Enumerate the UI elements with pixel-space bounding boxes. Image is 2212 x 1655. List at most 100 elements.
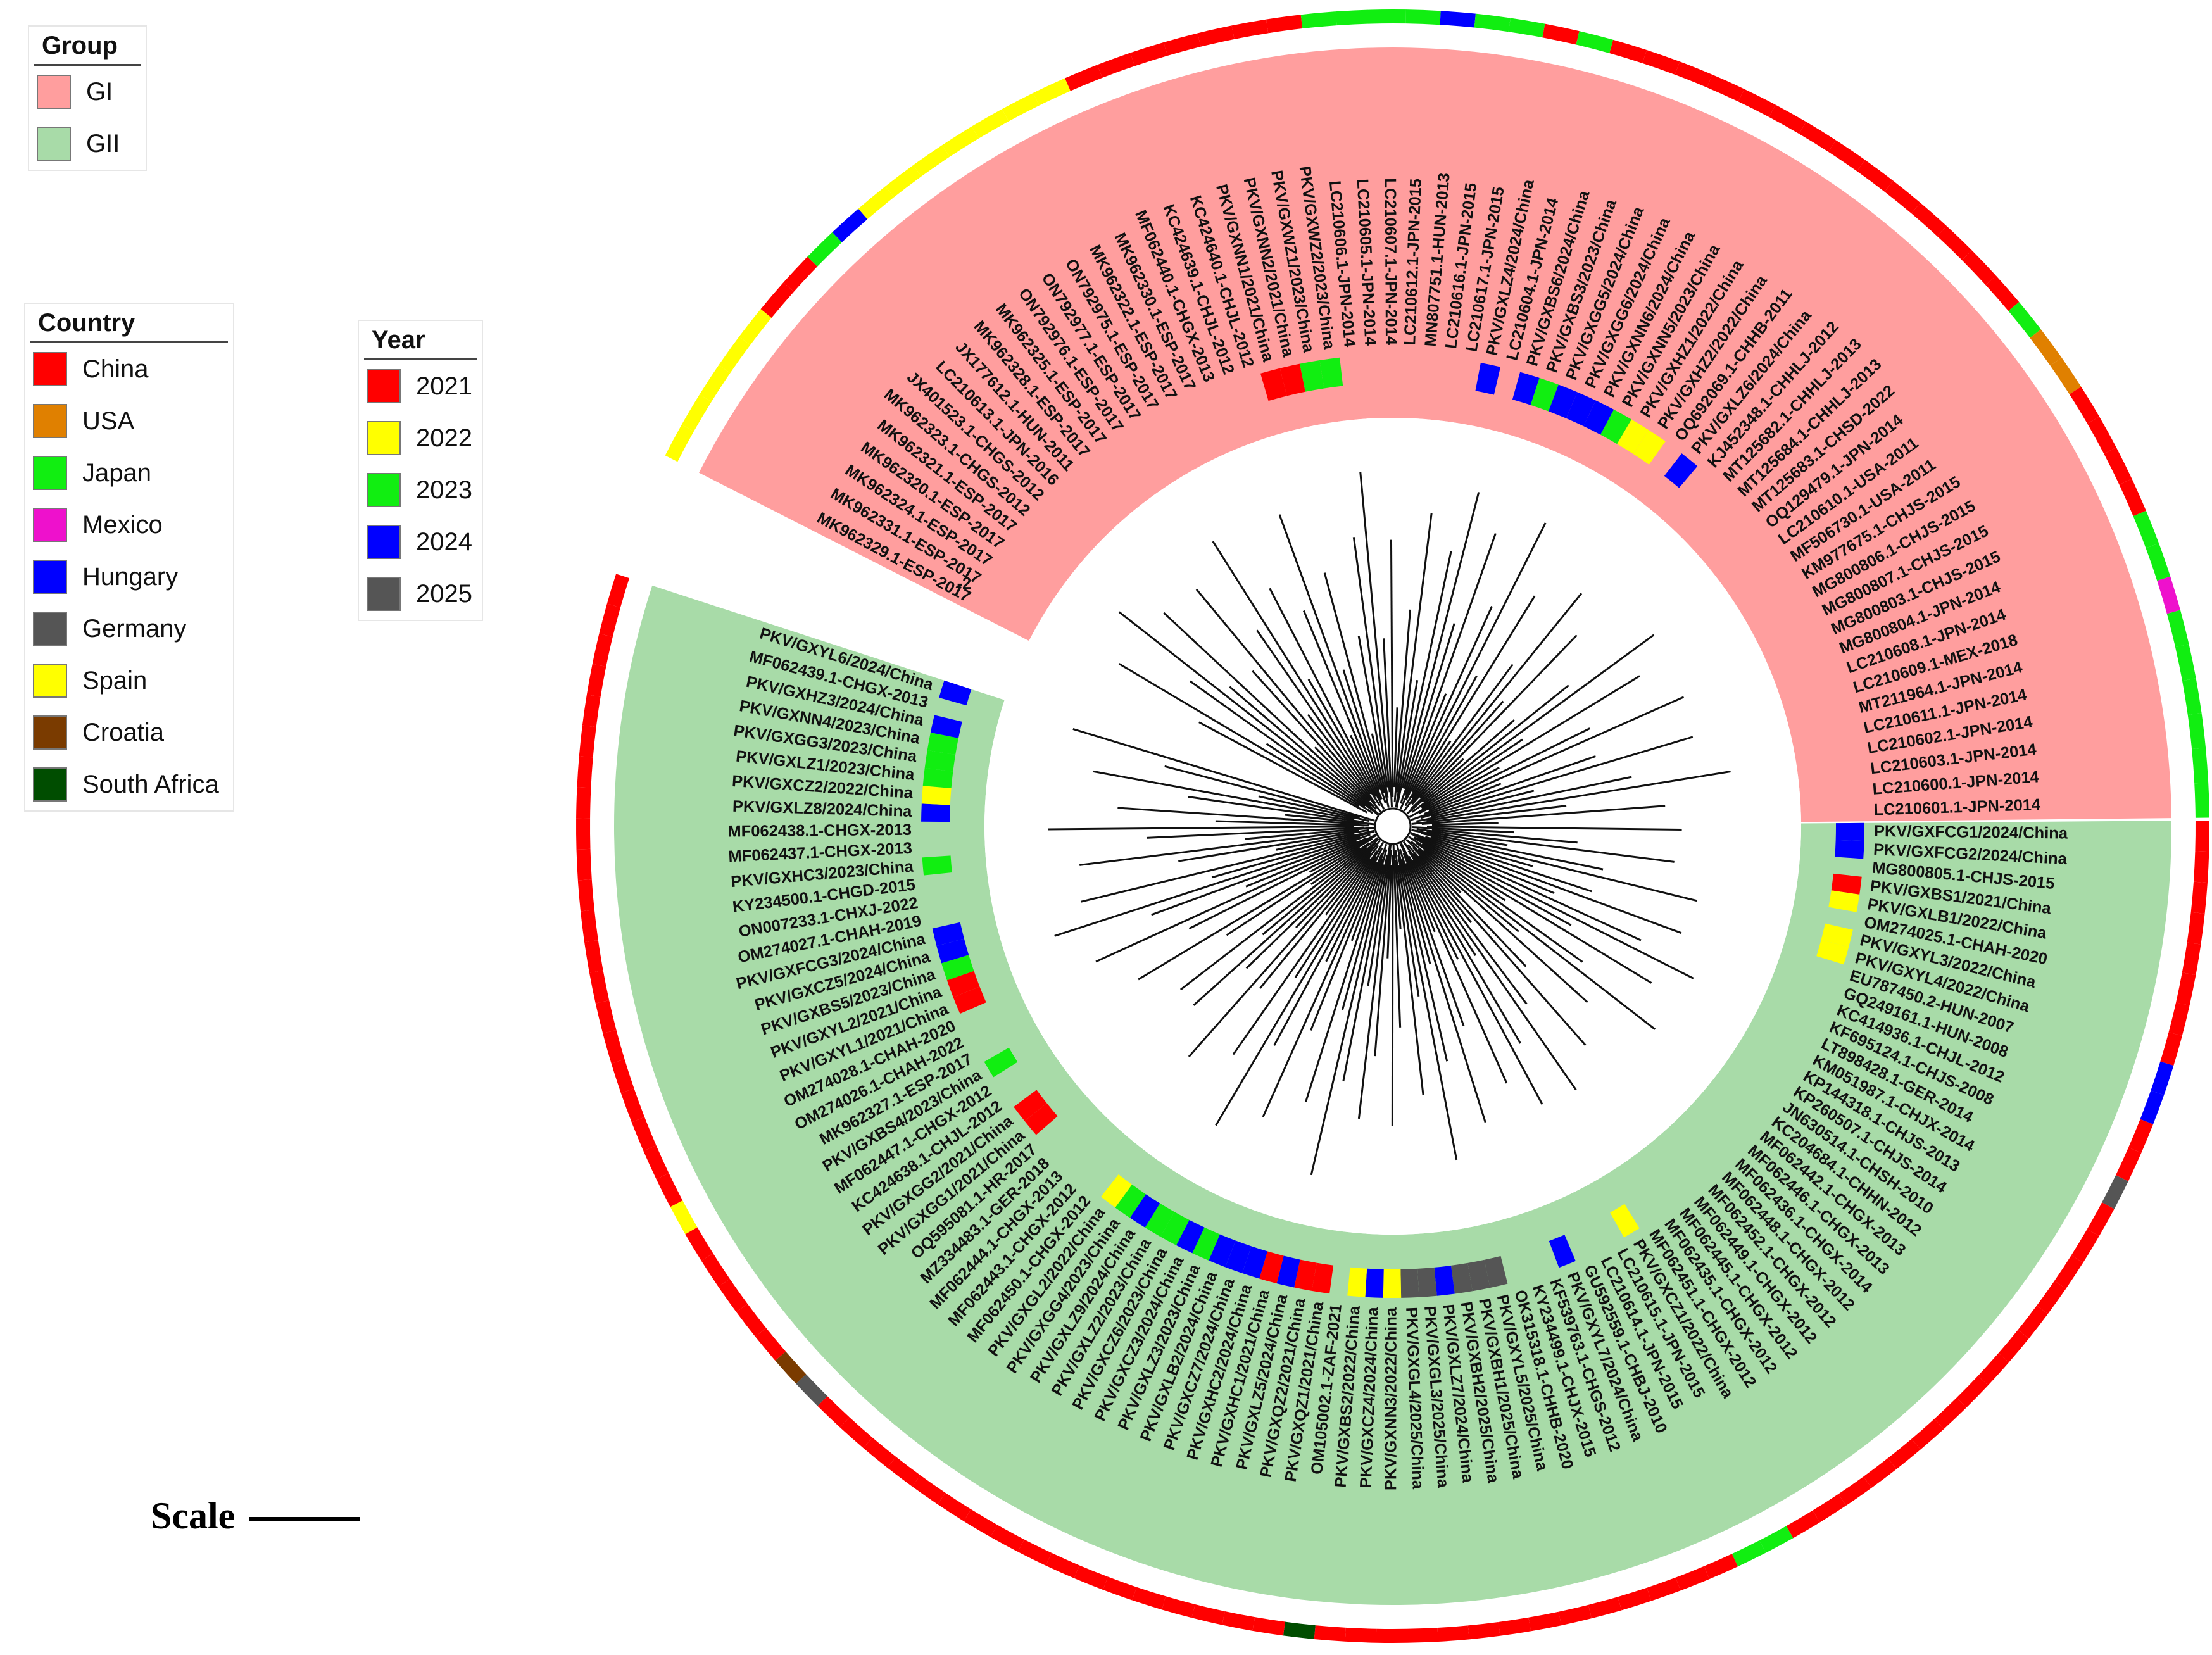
country-cell: [681, 394, 712, 432]
country-cell: [887, 1457, 921, 1487]
branch: [1405, 838, 1462, 893]
country-cell: [2193, 851, 2209, 883]
year-cell: [1225, 1240, 1252, 1274]
country-cell: [718, 1279, 748, 1312]
group-legend-title: Group: [34, 27, 141, 66]
branch: [1419, 634, 1578, 799]
year-cell: [1816, 940, 1849, 965]
hungary-swatch: [33, 560, 67, 594]
branch: [1374, 850, 1392, 1057]
branch: [1118, 611, 1379, 815]
branch: [1391, 855, 1394, 1126]
branch: [1258, 795, 1370, 822]
country-cell: [2087, 417, 2116, 454]
country-cell: [1314, 1625, 1346, 1642]
year-cell: [1312, 1262, 1334, 1294]
legend-label: 2021: [416, 372, 472, 400]
gii-swatch: [37, 127, 71, 161]
branch: [1407, 850, 1476, 956]
branch: [1048, 826, 1354, 831]
country-cell: [606, 574, 630, 608]
branch: [1411, 829, 1604, 871]
country-annotation-ring: [576, 9, 2209, 1643]
branch: [1411, 805, 1567, 825]
country-cell: [2140, 1090, 2165, 1124]
country-cell: [1162, 1596, 1195, 1618]
country-cell: [1097, 53, 1135, 78]
china-swatch: [33, 352, 67, 386]
branch: [1420, 736, 1694, 819]
legend-item-2021: 2021: [359, 360, 482, 412]
country-cell: [2190, 881, 2208, 914]
year-2022-swatch: [367, 421, 401, 455]
year-cell: [1319, 357, 1343, 389]
branch: [1396, 844, 1448, 1062]
country-cell: [2018, 1306, 2048, 1339]
branch: [1406, 719, 1515, 815]
branch: [1397, 854, 1458, 1161]
country-cell: [1252, 1617, 1285, 1636]
branch: [1421, 738, 1523, 809]
country-cell: [1300, 11, 1337, 29]
branch: [1295, 846, 1374, 929]
country-cell: [1884, 180, 1921, 214]
branch: [1212, 541, 1381, 807]
year-cell: [1209, 1234, 1236, 1268]
year-cell: [1129, 1194, 1160, 1228]
year-annotation-ring: [921, 357, 1864, 1298]
country-cell: [1998, 1330, 2029, 1362]
branch: [1211, 830, 1375, 879]
branch: [1403, 623, 1455, 790]
country-cell: [2030, 329, 2062, 366]
year-cell: [1610, 1204, 1640, 1238]
branch: [1188, 840, 1381, 1057]
tree-branches: [1048, 472, 1731, 1176]
legend-item-japan: Japan: [25, 447, 233, 499]
country-cell: [1609, 39, 1647, 63]
branch: [1198, 721, 1368, 814]
branch: [1256, 629, 1371, 795]
branch: [1307, 714, 1376, 804]
country-cell: [1838, 1476, 1872, 1506]
legend-label: USA: [82, 406, 135, 435]
legend-item-germany: Germany: [25, 603, 233, 655]
country-cell: [1934, 1397, 1967, 1430]
country-cell: [1576, 31, 1614, 54]
country-cell: [1937, 225, 1972, 260]
year-cell: [1467, 1259, 1490, 1292]
country-cell: [1033, 78, 1071, 106]
country-cell: [1407, 1628, 1438, 1643]
country-cell: [631, 1117, 657, 1151]
country-cell: [1618, 1587, 1652, 1611]
gi-swatch: [37, 75, 71, 109]
year-cell: [1633, 430, 1666, 465]
branch: [1413, 837, 1572, 926]
country-cell: [1130, 42, 1168, 66]
country-cell: [912, 1475, 946, 1505]
country-cell: [577, 756, 593, 788]
country-cell: [1857, 160, 1894, 192]
branch: [1421, 843, 1652, 984]
branch: [1357, 845, 1392, 1119]
country-cell: [913, 145, 950, 177]
spain-swatch: [33, 664, 67, 698]
year-cell: [1549, 1235, 1576, 1268]
year-cell: [1417, 1267, 1437, 1297]
year-cell: [1176, 1219, 1205, 1254]
branch: [1402, 841, 1577, 1091]
legend-label: 2024: [416, 527, 472, 556]
year-cell: [1828, 890, 1860, 912]
country-cell: [1335, 9, 1371, 26]
country-cell: [656, 1173, 683, 1207]
country-cell: [1231, 19, 1269, 39]
legend-item-south-africa: South Africa: [25, 758, 233, 810]
country-cell: [2115, 1147, 2142, 1181]
country-cell: [1103, 1576, 1137, 1601]
scale-label: Scale: [151, 1495, 236, 1537]
branch: [1417, 848, 1588, 1004]
year-2024-swatch: [367, 525, 401, 559]
legend-item-2022: 2022: [359, 412, 482, 464]
branch: [1411, 675, 1478, 793]
country-cell: [685, 1227, 713, 1261]
